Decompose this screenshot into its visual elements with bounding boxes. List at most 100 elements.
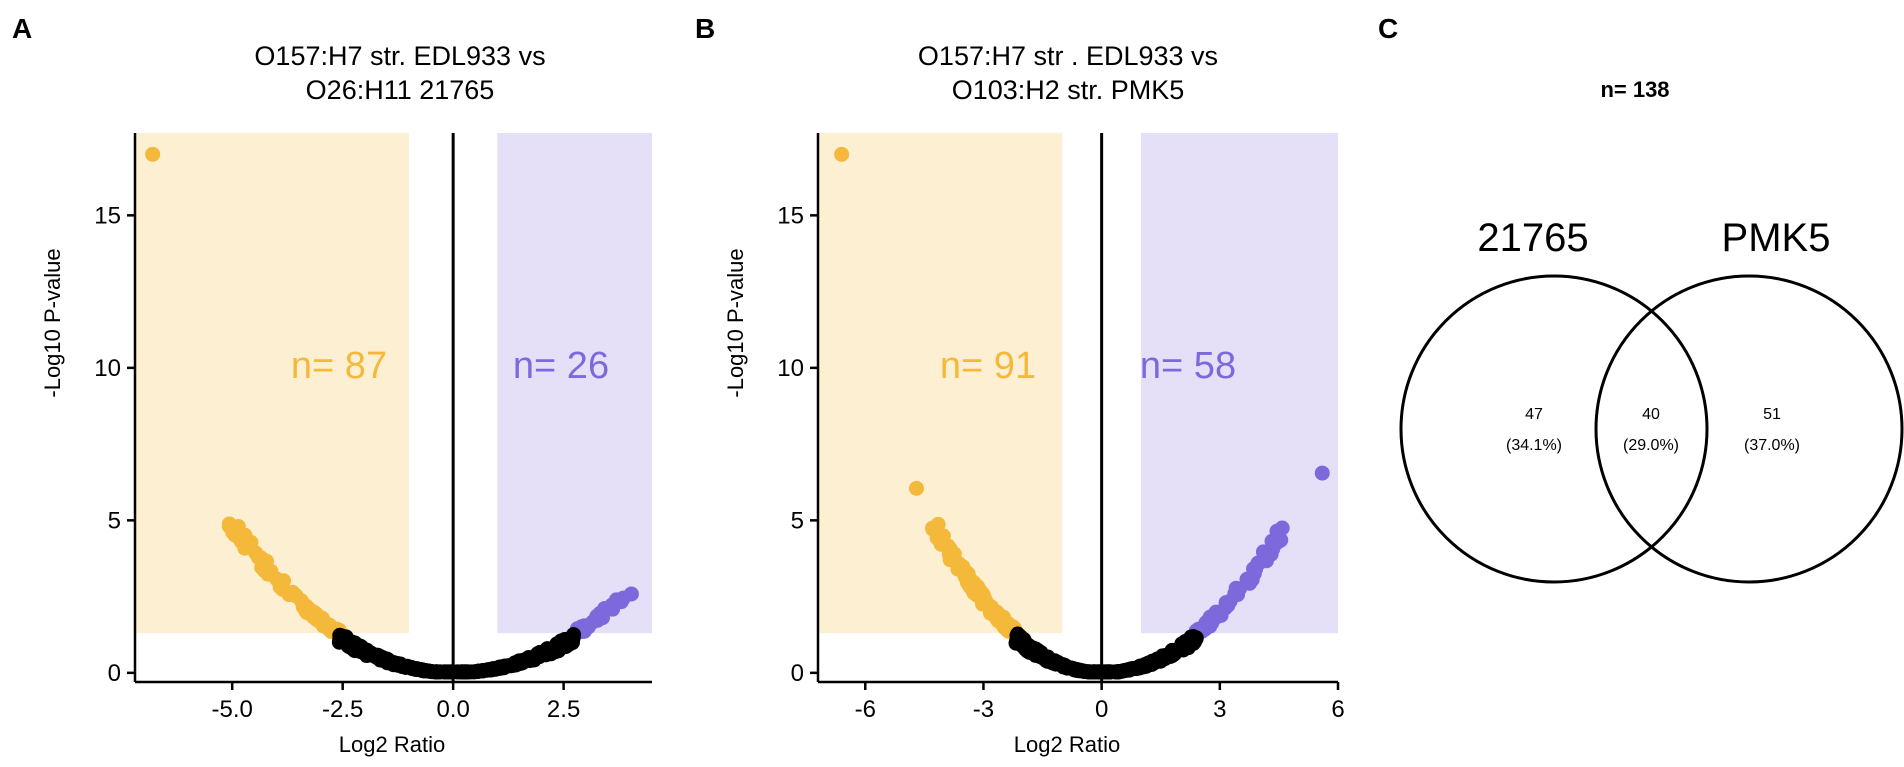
data-point <box>236 535 252 551</box>
data-point <box>1180 640 1196 656</box>
x-axis-ticks: -6 -3 0 3 6 <box>855 682 1345 723</box>
data-point <box>1077 663 1093 679</box>
venn-only-21765-count: 47 <box>1525 406 1543 423</box>
venn-overlap-percent: (29.0%) <box>1623 437 1679 454</box>
venn-only-21765-percent: (34.1%) <box>1506 437 1562 454</box>
data-point <box>508 657 524 673</box>
data-point <box>1202 618 1218 634</box>
panel-letter-b: B <box>695 13 715 44</box>
data-point <box>293 593 309 609</box>
y-tick-label: 5 <box>108 507 121 534</box>
x-axis-label: Log2 Ratio <box>1014 732 1120 757</box>
data-points <box>834 146 1330 680</box>
venn-only-pmk5-percent: (37.0%) <box>1744 437 1800 454</box>
panel-letter-c: C <box>1378 13 1398 44</box>
left-significance-region <box>135 133 409 634</box>
data-points <box>145 146 639 680</box>
data-point <box>1258 553 1274 569</box>
y-tick-label: 15 <box>777 202 804 229</box>
data-point <box>256 559 272 575</box>
data-point <box>590 612 606 628</box>
data-point <box>1144 654 1160 670</box>
data-point <box>605 601 621 617</box>
venn-overlap-count: 40 <box>1642 406 1660 423</box>
data-point <box>493 660 509 676</box>
data-point <box>930 516 946 532</box>
data-point <box>561 636 577 652</box>
venn-set-label-pmk5: PMK5 <box>1722 216 1831 260</box>
x-tick-label: 0 <box>1095 696 1108 723</box>
data-point <box>398 659 414 675</box>
venn-only-pmk5-count: 51 <box>1763 406 1781 423</box>
venn-set-label-21765: 21765 <box>1477 216 1588 260</box>
volcano-plot-panel-a: A O157:H7 str. EDL933 vs O26:H11 21765 n… <box>12 13 652 757</box>
x-tick-label: 2.5 <box>547 696 580 723</box>
x-axis-ticks: -5.0 -2.5 0.0 2.5 <box>212 682 580 723</box>
y-axis-label: -Log10 P-value <box>40 248 65 397</box>
y-tick-label: 5 <box>791 507 804 534</box>
y-axis-label: -Log10 P-value <box>723 248 748 397</box>
y-tick-label: 15 <box>94 202 121 229</box>
x-tick-label: 6 <box>1331 696 1344 723</box>
venn-diagram-panel-c: C n= 138 21765 PMK5 47 (34.1%) 40 (29.0%… <box>1378 13 1904 584</box>
x-tick-label: -6 <box>855 696 876 723</box>
data-point <box>975 586 991 602</box>
data-point <box>1090 664 1106 680</box>
data-point <box>274 575 290 591</box>
data-point <box>1063 660 1079 676</box>
y-tick-label: 0 <box>108 660 121 687</box>
right-count-label: n= 26 <box>513 345 609 387</box>
data-point <box>1010 628 1026 644</box>
venn-total-count: n= 138 <box>1600 77 1669 102</box>
data-point <box>1273 532 1289 548</box>
data-point <box>983 599 999 615</box>
volcano-plot-panel-b: B O157:H7 str . EDL933 vs O103:H2 str. P… <box>695 13 1345 757</box>
x-tick-label: -3 <box>973 696 994 723</box>
venn-circle-21765 <box>1399 274 1709 584</box>
data-point <box>1022 644 1038 660</box>
data-point <box>470 663 486 679</box>
chart-title-line-2: O26:H11 21765 <box>306 75 495 105</box>
left-count-label: n= 87 <box>291 345 387 387</box>
x-tick-label: 0.0 <box>436 696 469 723</box>
data-point <box>1314 465 1330 481</box>
data-point <box>998 616 1014 632</box>
data-point <box>834 146 850 162</box>
data-point <box>908 480 924 496</box>
chart-title-line-1: O157:H7 str. EDL933 vs <box>254 41 545 71</box>
right-significance-region <box>497 133 652 634</box>
data-point <box>305 609 321 625</box>
right-count-label: n= 58 <box>1140 345 1236 387</box>
x-tick-label: -2.5 <box>322 696 363 723</box>
data-point <box>958 565 974 581</box>
data-point <box>1232 581 1248 597</box>
y-tick-label: 10 <box>777 355 804 382</box>
data-point <box>1157 649 1173 665</box>
x-tick-label: 3 <box>1213 696 1226 723</box>
x-axis-label: Log2 Ratio <box>339 732 445 757</box>
data-point <box>281 585 297 601</box>
data-point <box>932 533 948 549</box>
chart-title-line-2: O103:H2 str. PMK5 <box>952 75 1185 105</box>
y-tick-label: 10 <box>94 355 121 382</box>
data-point <box>548 639 564 655</box>
data-point <box>370 649 386 665</box>
y-tick-label: 0 <box>791 660 804 687</box>
data-point <box>444 664 460 680</box>
panel-letter-a: A <box>12 13 32 44</box>
right-significance-region <box>1141 133 1338 634</box>
data-point <box>354 639 370 655</box>
venn-circle-pmk5 <box>1594 274 1904 584</box>
x-tick-label: -5.0 <box>212 696 253 723</box>
y-axis-ticks: 0 5 10 15 <box>777 202 818 687</box>
data-point <box>1218 595 1234 611</box>
data-point <box>145 146 161 162</box>
data-point <box>1111 664 1127 680</box>
left-count-label: n= 91 <box>940 345 1036 387</box>
y-axis-ticks: 0 5 10 15 <box>94 202 135 687</box>
data-point <box>333 631 349 647</box>
chart-title-line-1: O157:H7 str . EDL933 vs <box>918 41 1218 71</box>
data-point <box>527 649 543 665</box>
data-point <box>418 663 434 679</box>
